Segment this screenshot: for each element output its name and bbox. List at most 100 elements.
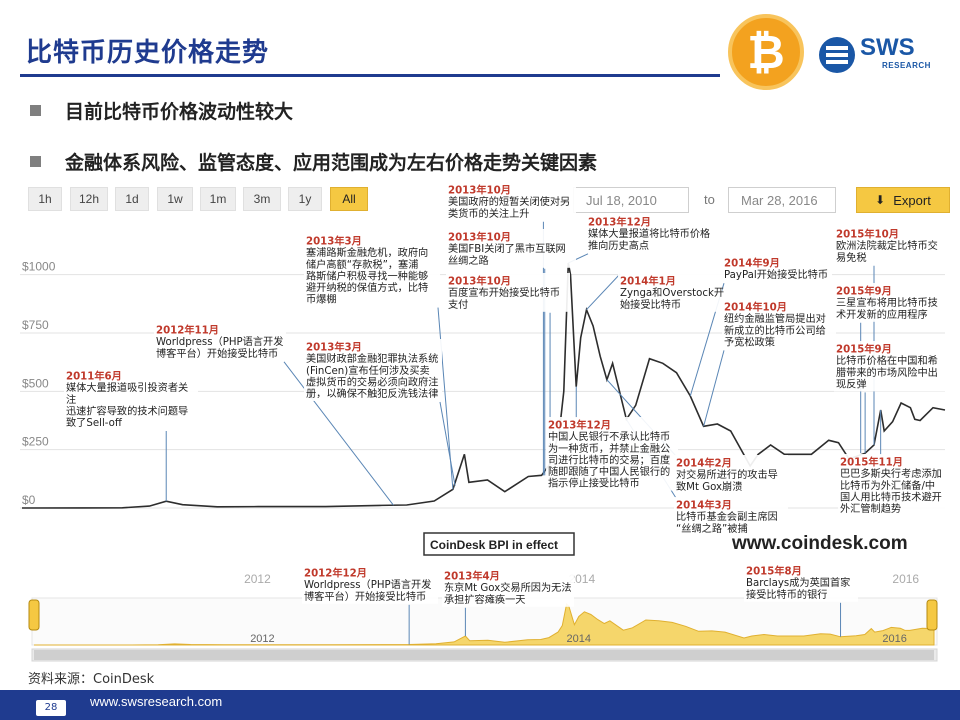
annotation-text: 媒体大量报道吸引投资者关 — [66, 381, 188, 394]
annotation-text: “丝绸之路”被捕 — [676, 522, 748, 535]
range-button-all[interactable]: All — [330, 187, 368, 211]
annotation-text: 比特币基金会副主席因 — [676, 510, 778, 523]
annotation-date: 2015年10月 — [836, 228, 899, 241]
y-tick-label: $0 — [22, 493, 36, 507]
annotation-text: 始接受比特币 — [620, 298, 681, 311]
annotation-date: 2012年12月 — [304, 567, 367, 580]
annotation-text: 承担扩容瘫痪一天 — [444, 593, 526, 606]
navigator-handle-icon — [926, 599, 938, 631]
bullet-square-icon — [30, 156, 41, 167]
range-button-3m[interactable]: 3m — [243, 187, 281, 211]
annotation-text: 丝绸之路 — [448, 254, 489, 267]
bitcoin-symbol: ₿ — [747, 25, 785, 79]
annotation-date: 2013年12月 — [548, 419, 611, 432]
annotation-text: 注 — [66, 393, 76, 406]
annotation-text: 迅速扩容导致的技术问题导 — [66, 404, 188, 417]
sws-research-logo: SWS RESEARCH — [818, 34, 948, 78]
annotation-text: 虚拟货币的交易必须向政府注 — [306, 375, 438, 388]
price-chart-panel: 1h 12h 1d 1w 1m 3m 1y All Jul 18, 2010 t… — [20, 183, 950, 663]
annotation-a2013-12b: 2013年12月中国人民银行不承认比特币为一种货币，并禁止金融公司进行比特币的交… — [546, 417, 678, 491]
annotation-date: 2013年10月 — [448, 231, 511, 244]
footer-url[interactable]: www.swsresearch.com — [90, 694, 223, 709]
annotation-text: 易免税 — [836, 251, 867, 264]
annotation-text: 指示停止接受比特币 — [548, 477, 640, 490]
annotation-text: PayPal开始接受比特币 — [724, 268, 828, 281]
annotation-bg — [304, 233, 440, 307]
bullet-2: 金融体系风险、监管态度、应用范围成为左右价格走势关键因素 — [30, 148, 597, 175]
annotation-bg — [446, 229, 576, 268]
annotation-date: 2013年3月 — [306, 341, 362, 354]
export-label: Export — [893, 192, 931, 208]
annotation-bg — [838, 454, 948, 516]
annotation-text: 比特币为外汇储备/中 — [840, 479, 935, 492]
annotation-text: 博客平台）开始接受比特币 — [304, 590, 426, 603]
footer-bar — [0, 690, 960, 720]
annotation-date: 2013年10月 — [448, 275, 511, 288]
annotation-date: 2015年9月 — [836, 285, 892, 298]
annotation-text: 百度宣布开始接受比特币 — [448, 286, 560, 299]
annotation-bg — [546, 417, 678, 491]
leader-line — [439, 401, 456, 486]
annotation-date: 2013年10月 — [448, 184, 511, 197]
annotation-text: 为一种货币，并禁止金融公 — [548, 442, 670, 455]
nav-tick-label: 2014 — [566, 633, 590, 645]
x-tick-label: 2016 — [892, 572, 919, 586]
annotation-bg — [154, 322, 286, 361]
annotation-bg — [304, 339, 442, 401]
annotation-text: 接受比特币的银行 — [746, 588, 828, 601]
y-tick-label: $250 — [22, 435, 49, 449]
annotation-a2013-03b: 2013年3月美国财政部金融犯罪执法系统(FinCen)宣布任何涉及买卖虚拟货币… — [304, 339, 442, 401]
date-to-label: to — [704, 192, 715, 207]
annotation-text: 储户高额“存款税”，塞浦 — [306, 258, 418, 271]
annotation-text: 新成立的比特币公司给 — [724, 324, 826, 337]
annotation-bg — [744, 563, 858, 602]
annotation-date: 2014年9月 — [724, 257, 780, 270]
annotation-text: 东京Mt Gox交易所因为无法 — [444, 581, 572, 594]
bullet-2-text: 金融体系风险、监管态度、应用范围成为左右价格走势关键因素 — [65, 152, 598, 174]
annotation-text: 类货币的关注上升 — [448, 207, 530, 220]
annotation-text: 媒体大量报道将比特币价格 — [588, 227, 710, 240]
range-button-1y[interactable]: 1y — [288, 187, 322, 211]
annotation-bg — [586, 214, 720, 253]
export-button[interactable]: ⬇ Export — [856, 187, 950, 213]
range-button-1m[interactable]: 1m — [200, 187, 236, 211]
annotation-text: (FinCen)宣布任何涉及买卖 — [306, 364, 430, 377]
bullet-1-text: 目前比特币价格波动性较大 — [65, 101, 294, 123]
annotation-text: 美国财政部金融犯罪执法系统 — [306, 352, 438, 365]
annotation-text: Worldpress（PHP语言开发 — [304, 578, 431, 591]
annotation-text: Zynga和Overstock开 — [620, 287, 724, 299]
range-button-1w[interactable]: 1w — [157, 187, 193, 211]
annotation-bg — [722, 255, 832, 283]
annotation-date: 2015年11月 — [840, 456, 903, 469]
annotation-a2011-06: 2011年6月媒体大量报道吸引投资者关注迅速扩容导致的技术问题导致了Sell-o… — [64, 368, 198, 430]
bullet-square-icon — [30, 105, 41, 116]
nav-tick-label: 2012 — [250, 633, 274, 645]
bitcoin-logo: ₿ — [728, 14, 804, 90]
range-button-1h[interactable]: 1h — [28, 187, 62, 211]
annotation-text: 路斯储户积极寻找一种能够 — [306, 269, 428, 282]
annotation-text: 博客平台）开始接受比特币 — [156, 347, 278, 360]
annotation-text: 术开发新的应用程序 — [836, 308, 928, 321]
range-button-12h[interactable]: 12h — [70, 187, 108, 211]
annotation-date: 2015年9月 — [836, 343, 892, 356]
annotation-bg — [674, 497, 788, 536]
annotation-a2013-03a: 2013年3月塞浦路斯金融危机，政府向储户高额“存款税”，塞浦路斯储户积极寻找一… — [304, 233, 440, 307]
source-note: 资料来源：CoinDesk — [28, 672, 155, 687]
leader-line — [703, 350, 725, 427]
date-from-input[interactable]: Jul 18, 2010 — [573, 187, 689, 213]
annotation-text: 比特币价格在中国和希 — [836, 354, 938, 367]
annotation-text: 致了Sell-off — [66, 416, 123, 429]
date-to-input[interactable]: Mar 28, 2016 — [728, 187, 836, 213]
range-button-1d[interactable]: 1d — [115, 187, 149, 211]
annotation-text: 外汇管制趋势 — [840, 502, 901, 515]
annotation-date: 2015年8月 — [746, 565, 802, 578]
x-tick-label: 2012 — [244, 572, 271, 586]
annotation-bg — [64, 368, 198, 430]
annotation-text: 腊带来的市场风险中出 — [836, 366, 938, 379]
download-arrow-icon: ⬇ — [875, 193, 886, 207]
